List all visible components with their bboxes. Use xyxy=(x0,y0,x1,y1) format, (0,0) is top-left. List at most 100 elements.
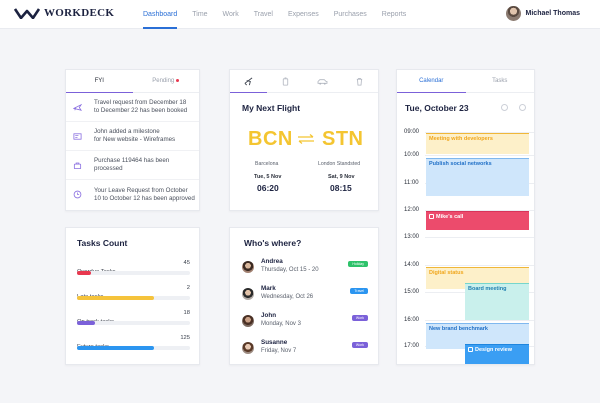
tab-tasks-label: Tasks xyxy=(492,78,508,84)
calendar-date: Tue, October 23 xyxy=(405,103,469,113)
nav-purchases[interactable]: Purchases xyxy=(333,11,367,18)
hour-label: 14:00 xyxy=(404,262,420,268)
fyi-item-text: Travel request from December 18 to Decemb… xyxy=(94,99,187,115)
origin-city: Barcelona xyxy=(255,161,279,167)
hour-divider xyxy=(425,132,534,133)
task-row-on-track[interactable]: On track tasks 18 xyxy=(77,310,190,328)
tab-pending[interactable]: Pending xyxy=(133,70,200,92)
nav-work[interactable]: Work xyxy=(222,11,239,18)
tab-tasks[interactable]: Tasks xyxy=(466,70,535,92)
status-badge: Work xyxy=(351,342,368,348)
arrival-date: Sat, 9 Nov xyxy=(328,174,355,180)
event-title: Publish social networks xyxy=(429,161,492,167)
tasks-title: Tasks Count xyxy=(77,238,128,248)
nav-travel[interactable]: Travel xyxy=(253,11,273,18)
travel-tabs xyxy=(230,70,378,93)
chevron-left-icon[interactable] xyxy=(501,104,508,111)
nav-dashboard[interactable]: Dashboard xyxy=(143,0,178,29)
task-progress-fill xyxy=(77,271,91,275)
avatar xyxy=(242,342,254,354)
calendar-event[interactable]: Meeting with developers xyxy=(426,133,529,154)
person-date: Monday, Nov 3 xyxy=(261,321,301,327)
destination-code: STN xyxy=(322,128,364,150)
fyi-item-line2: to December 22 has been booked xyxy=(94,107,188,114)
person-row[interactable]: Andrea Thursday, Oct 15 - 20 Holiday xyxy=(242,258,368,274)
fyi-item-line1: John added a milestone xyxy=(94,128,160,135)
tab-luggage[interactable] xyxy=(267,70,304,92)
task-row-overdue[interactable]: Overdue Tasks 45 xyxy=(77,260,190,278)
calendar-event[interactable]: Publish social networks xyxy=(426,158,529,196)
task-count: 45 xyxy=(183,260,190,266)
task-progress-track xyxy=(77,296,190,300)
swap-arrows-icon xyxy=(298,134,314,144)
fyi-item[interactable]: Purchase 119464 has been processed xyxy=(66,151,199,180)
flight-title: My Next Flight xyxy=(242,103,301,113)
task-progress-fill xyxy=(77,321,96,325)
avatar xyxy=(242,315,254,327)
hour-divider xyxy=(425,237,534,238)
tasks-count-card: Tasks Count Overdue Tasks 45 Late tasks … xyxy=(65,227,200,365)
departure-date: Tue, 5 Nov xyxy=(254,174,282,180)
fyi-item-line1: Your Leave Request from October xyxy=(94,186,188,194)
tab-flights[interactable] xyxy=(230,70,267,93)
fyi-item-text: John added a milestone for New website - … xyxy=(94,128,175,144)
event-title: Design review xyxy=(475,347,512,353)
checkbox-icon xyxy=(429,214,434,219)
fyi-item[interactable]: Your Leave Request from October 10 to Oct… xyxy=(66,180,199,209)
app-logo[interactable]: WORKDECK xyxy=(14,7,114,19)
person-row[interactable]: John Monday, Nov 3 Work xyxy=(242,312,368,328)
event-title: Mike's call xyxy=(436,214,464,220)
top-navigation-bar: WORKDECK Dashboard Time Work Travel Expe… xyxy=(0,0,600,29)
person-name: Susanne xyxy=(261,339,288,346)
task-progress-fill xyxy=(77,346,154,350)
calendar-card: Calendar Tasks Tue, October 23 09:00 10:… xyxy=(396,69,535,365)
fyi-item[interactable]: John added a milestone for New website - … xyxy=(66,122,199,151)
main-nav: Dashboard Time Work Travel Expenses Purc… xyxy=(143,0,421,29)
hour-divider xyxy=(425,265,534,266)
tab-fyi[interactable]: FYI xyxy=(66,70,133,93)
nav-expenses[interactable]: Expenses xyxy=(287,11,319,18)
tab-trash[interactable] xyxy=(341,70,378,92)
task-row-late[interactable]: Late tasks 2 xyxy=(77,285,190,303)
hour-label: 10:00 xyxy=(404,152,420,158)
departure-time: 06:20 xyxy=(257,183,279,193)
hour-label: 12:00 xyxy=(404,207,420,213)
whos-where-card: Who's where? Andrea Thursday, Oct 15 - 20… xyxy=(229,227,379,365)
tab-calendar[interactable]: Calendar xyxy=(397,70,466,93)
person-date: Friday, Nov 7 xyxy=(261,348,297,354)
plane-icon xyxy=(244,77,253,85)
fyi-item-text: Your Leave Request from October 10 to Oct… xyxy=(94,187,195,203)
status-badge: Travel xyxy=(350,288,368,294)
nav-reports[interactable]: Reports xyxy=(381,11,407,18)
fyi-item-line2: for New website - Wireframes xyxy=(94,136,176,143)
task-progress-fill xyxy=(77,296,154,300)
fyi-item-line1: Purchase 119464 has been xyxy=(94,157,170,164)
fyi-item-line1: Travel request from December 18 xyxy=(94,99,187,106)
task-count: 125 xyxy=(180,335,190,341)
user-menu[interactable]: Michael Thomas xyxy=(505,6,580,21)
chevron-right-icon[interactable] xyxy=(519,104,526,111)
status-badge: Work xyxy=(351,315,368,321)
calendar-tabs: Calendar Tasks xyxy=(397,70,534,93)
trash-icon xyxy=(356,77,363,86)
person-row[interactable]: Mark Wednesday, Oct 26 Travel xyxy=(242,285,368,301)
task-row-future[interactable]: Future tasks 125 xyxy=(77,335,190,353)
next-flight-card: My Next Flight BCN STN Barcelona London … xyxy=(229,69,379,211)
calendar-event[interactable]: Design review xyxy=(465,344,529,364)
tab-car[interactable] xyxy=(304,70,341,92)
fyi-item[interactable]: Travel request from December 18 to Decemb… xyxy=(66,93,199,122)
origin-code: BCN xyxy=(248,128,293,150)
fyi-item-line2: 10 to October 12 has been approved xyxy=(94,194,195,202)
event-title: Board meeting xyxy=(468,286,507,292)
calendar-event[interactable]: Board meeting xyxy=(465,283,529,320)
destination-city: London Standsted xyxy=(318,161,361,167)
person-row[interactable]: Susanne Friday, Nov 7 Work xyxy=(242,339,368,355)
avatar xyxy=(242,261,254,273)
arrival-time: 08:15 xyxy=(330,183,352,193)
checkbox-icon xyxy=(468,347,473,352)
task-progress-track xyxy=(77,346,190,350)
avatar xyxy=(242,288,254,300)
milestone-icon xyxy=(73,132,82,140)
calendar-event[interactable]: Mike's call xyxy=(426,211,529,230)
nav-time[interactable]: Time xyxy=(192,11,208,18)
